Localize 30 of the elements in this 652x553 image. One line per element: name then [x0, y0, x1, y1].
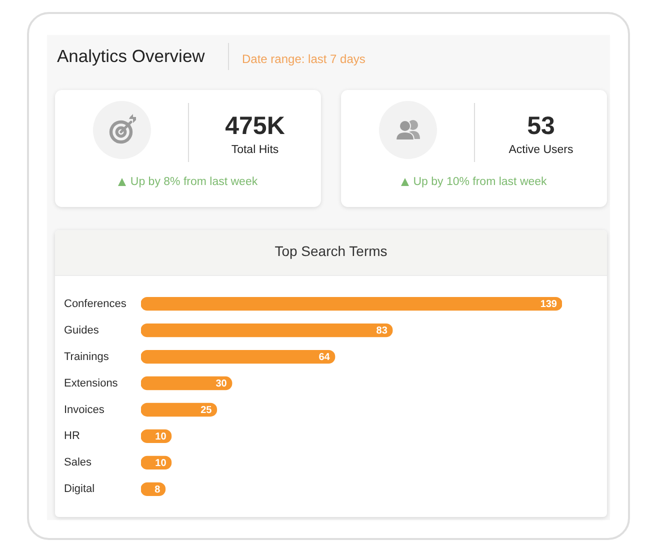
data-label: 10	[155, 458, 167, 469]
text: Analytics Overview	[57, 46, 205, 66]
data-label: 8	[154, 484, 161, 496]
bar	[141, 376, 232, 390]
data-label: 64	[318, 352, 330, 364]
y-tick-label: Guides	[64, 324, 100, 336]
y-tick-label: Sales	[64, 456, 92, 469]
text: Up by 8% from last week	[130, 176, 258, 188]
y-tick-label: HR	[64, 430, 80, 442]
chart-title: Top Search Terms	[274, 243, 388, 259]
text: Total Hits	[231, 144, 279, 156]
data-label: 139	[540, 299, 558, 310]
data-label: 25	[200, 404, 212, 416]
y-tick-label: Conferences	[64, 298, 127, 310]
data-label: 10	[155, 431, 167, 442]
text: Up by 10% from last week	[413, 176, 547, 188]
text: 475K	[225, 112, 285, 140]
y-tick-label: Invoices	[64, 404, 105, 416]
bar	[141, 323, 393, 338]
data-label: 83	[376, 326, 388, 337]
bar	[141, 297, 562, 311]
y-tick-label: Extensions	[64, 377, 118, 390]
text: Date range: last 7 days	[242, 52, 366, 66]
data-label: 30	[216, 378, 228, 390]
bar	[141, 350, 336, 364]
text: 53	[527, 112, 555, 140]
bar	[141, 402, 218, 417]
text: Active Users	[508, 144, 574, 156]
y-tick-label: Trainings	[64, 350, 110, 363]
y-tick-label: Digital	[64, 483, 95, 496]
